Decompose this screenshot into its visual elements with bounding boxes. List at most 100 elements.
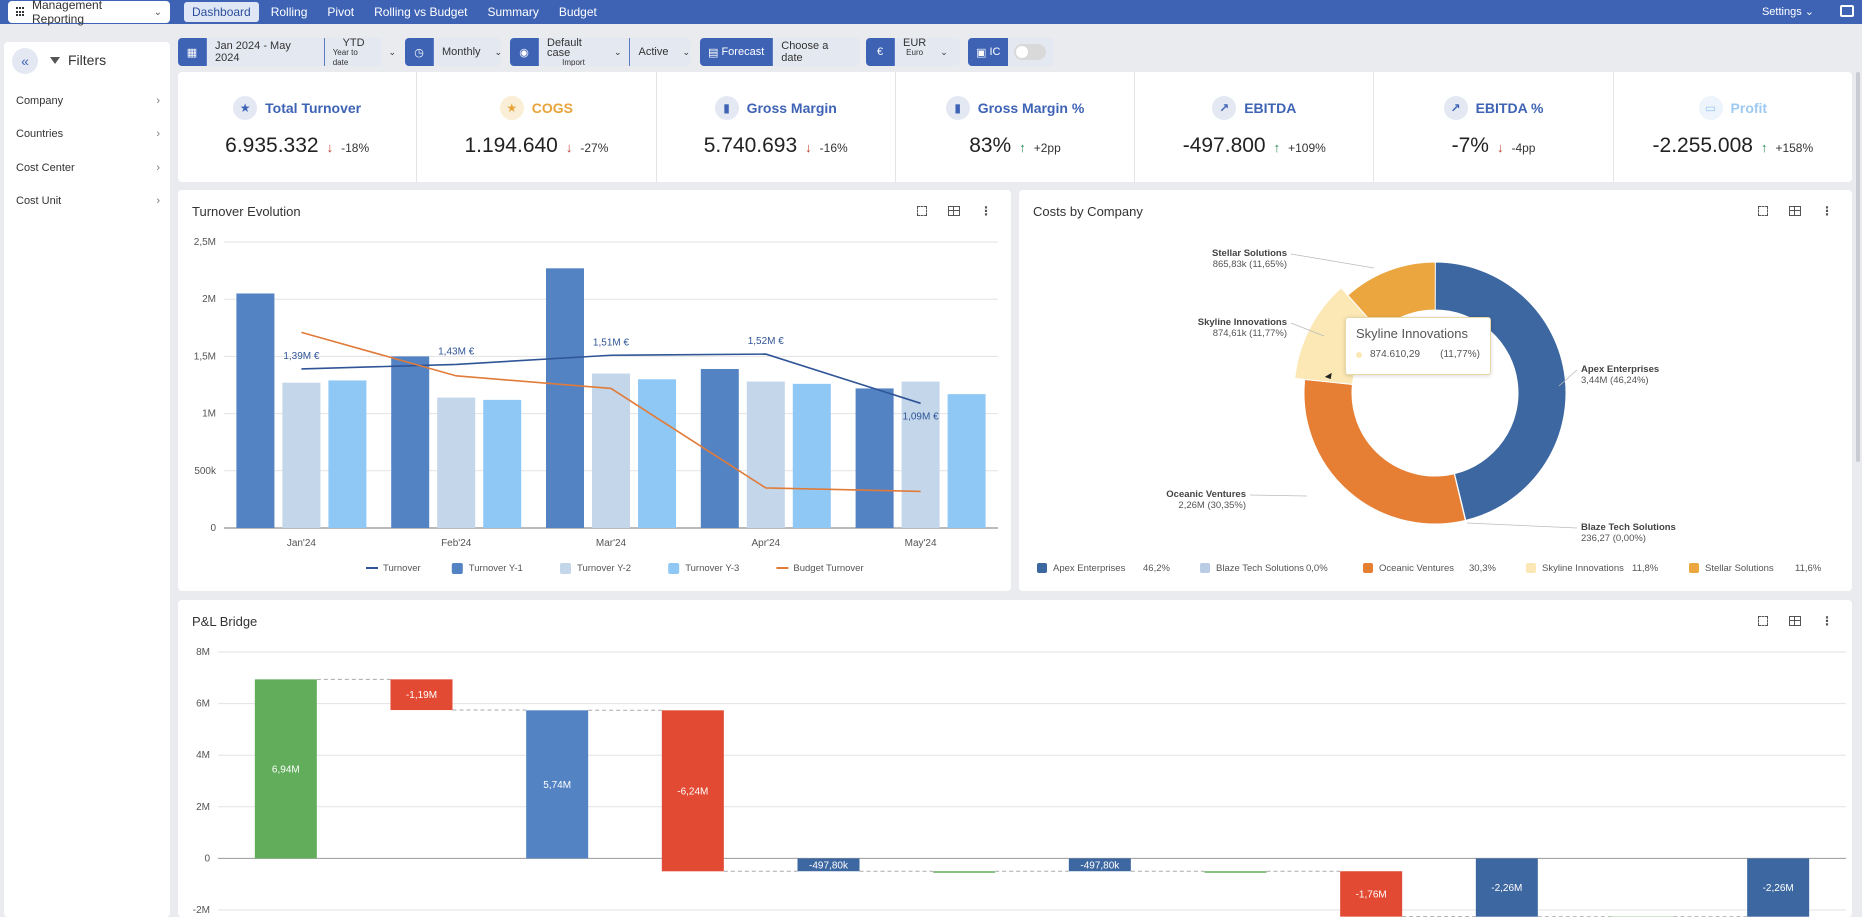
kpi-card[interactable]: ↗ EBITDA % -7% ↓ -4pp — [1374, 72, 1614, 182]
collapse-sidebar-button[interactable]: « — [12, 48, 38, 74]
kpi-header: ▮ Gross Margin % — [945, 96, 1084, 120]
forecast-selector[interactable]: ▤ Forecast Choose a date — [700, 38, 860, 66]
filter-countries[interactable]: Countries › — [16, 128, 160, 140]
print-icon[interactable] — [1840, 5, 1854, 17]
calendar-icon: ▦ — [178, 38, 206, 66]
kpi-row: ★ Total Turnover 6.935.332 ↓ -18% ★ COGS 1.194.… — [178, 72, 1852, 182]
kpi-value-row: 1.194.640 ↓ -27% — [464, 134, 608, 158]
status-value[interactable]: Active — [629, 38, 677, 66]
filter-company[interactable]: Company › — [16, 95, 160, 107]
forecast-date-input[interactable]: Choose a date — [772, 38, 860, 66]
y-tick-label: 6M — [196, 699, 210, 710]
legend-label: Turnover Y-3 — [685, 563, 739, 574]
chevron-down-icon: ⌄ — [494, 46, 501, 57]
period-range[interactable]: Jan 2024 - May 2024 — [206, 38, 324, 66]
scenario-selector[interactable]: ◉ Default case Import ⌄ Active ⌄ — [510, 38, 690, 66]
kpi-value: 1.194.640 — [464, 134, 558, 157]
table-view-icon[interactable] — [1788, 614, 1802, 628]
series-line — [301, 353, 921, 405]
granularity-selector[interactable]: ◷ Monthly ⌄ — [405, 38, 501, 66]
tab-rolling[interactable]: Rolling — [270, 5, 308, 19]
more-options-icon[interactable]: ⋮ — [1821, 614, 1833, 628]
tab-rolling-vs-budget[interactable]: Rolling vs Budget — [374, 5, 468, 19]
leader-line — [1290, 253, 1375, 269]
slice-value-label: 236,27 (0,00%) — [1581, 533, 1646, 544]
legend-label: Oceanic Ventures — [1379, 563, 1454, 574]
scenario-value[interactable]: Default case Import — [538, 38, 608, 66]
currency-sub: Euro — [906, 48, 924, 57]
more-options-icon[interactable]: ⋮ — [980, 204, 992, 218]
period-selector[interactable]: ▦ Jan 2024 - May 2024 YTD Year to date ⌄ — [178, 38, 396, 66]
arrow-down-icon: ↓ — [805, 140, 812, 155]
kpi-value-row: 5.740.693 ↓ -16% — [704, 134, 848, 158]
kpi-card[interactable]: ★ Total Turnover 6.935.332 ↓ -18% — [178, 72, 418, 182]
ic-text: IC — [989, 46, 1001, 58]
kpi-label: Gross Margin — [746, 100, 837, 116]
kpi-card[interactable]: ▮ Gross Margin % 83% ↑ +2pp — [896, 72, 1136, 182]
chevron-down-icon: ⌄ — [940, 46, 948, 57]
settings-menu[interactable]: Settings ⌄ — [1761, 6, 1814, 18]
scenario-icon: ◉ — [510, 38, 538, 66]
data-label: 1,43M € — [438, 346, 475, 357]
bar-value-label: -1,76M — [1356, 889, 1387, 900]
kpi-card[interactable]: ▭ Profit -2.255.008 ↑ +158% — [1614, 72, 1852, 182]
bar — [546, 268, 584, 528]
panel-title: P&L Bridge — [192, 614, 258, 629]
kpi-card[interactable]: ★ COGS 1.194.640 ↓ -27% — [417, 72, 657, 182]
legend-swatch — [451, 563, 463, 574]
slice-name-label: Stellar Solutions — [1212, 248, 1287, 259]
table-view-icon[interactable] — [1788, 204, 1802, 218]
kpi-value: 5.740.693 — [703, 134, 798, 157]
bar — [947, 394, 986, 528]
tooltip-color-dot — [1356, 351, 1362, 358]
trend-icon: ↗ — [1443, 96, 1468, 120]
table-view-icon[interactable] — [947, 204, 961, 218]
bar — [236, 293, 275, 528]
x-tick-label: Feb'24 — [441, 538, 472, 549]
data-label: 1,51M € — [593, 337, 630, 348]
legend-label: Turnover Y-2 — [577, 563, 631, 574]
filter-cost-unit[interactable]: Cost Unit › — [16, 195, 160, 207]
bar-value-label: -2,26M — [1763, 883, 1794, 894]
legend-label: Apex Enterprises — [1053, 563, 1126, 574]
page-scrollbar[interactable] — [1856, 72, 1860, 462]
ic-toggle[interactable] — [1014, 44, 1047, 60]
fullscreen-icon[interactable] — [1756, 204, 1770, 218]
chevron-down-icon: ⌄ — [613, 46, 622, 57]
tooltip-row: 874.610,29 (11,77%) — [1356, 349, 1480, 360]
bar — [437, 397, 476, 528]
tab-summary[interactable]: Summary — [487, 5, 539, 19]
arrow-up-icon: ↑ — [1760, 140, 1768, 155]
tab-pivot[interactable]: Pivot — [327, 5, 355, 19]
currency-label: EUR — [903, 38, 927, 49]
tab-dashboard[interactable]: Dashboard — [184, 2, 259, 22]
waterfall-bar — [1475, 858, 1538, 917]
clock-icon: ◷ — [405, 38, 433, 66]
fullscreen-icon[interactable] — [1756, 614, 1770, 628]
kpi-value: -2.255.008 — [1652, 134, 1753, 157]
turnover-chart: 0 500k 1M 1,5M 2M 2,5M Jan'24 Feb'24 Mar'24 Apr'2… — [194, 237, 998, 574]
slice-value-label: 2,26M (30,35%) — [1178, 500, 1246, 511]
kpi-value: -497.800 — [1182, 134, 1266, 157]
bar — [700, 368, 739, 528]
period-mode[interactable]: YTD Year to date — [323, 38, 383, 66]
app-selector[interactable]: Management Reporting ⌄ — [8, 0, 170, 26]
kpi-delta: -16% — [819, 141, 848, 155]
panel-tools: ⋮ — [1756, 204, 1834, 218]
fullscreen-icon[interactable] — [915, 204, 929, 218]
star-icon: ★ — [499, 96, 524, 120]
filter-cost-center[interactable]: Cost Center › — [16, 162, 160, 174]
kpi-card[interactable]: ↗ EBITDA -497.800 ↑ +109% — [1135, 72, 1375, 182]
more-options-icon[interactable]: ⋮ — [1821, 204, 1833, 218]
leader-line — [1466, 522, 1578, 529]
forecast-label[interactable]: ▤ Forecast — [700, 38, 773, 66]
x-tick-label: Apr'24 — [752, 538, 781, 549]
kpi-header: ★ COGS — [499, 96, 573, 120]
legend-label: Budget Turnover — [793, 563, 863, 574]
waterfall-bar — [797, 858, 860, 872]
kpi-label: EBITDA % — [1475, 100, 1544, 116]
currency-selector[interactable]: € EUR Euro ⌄ — [866, 38, 960, 66]
kpi-card[interactable]: ▮ Gross Margin 5.740.693 ↓ -16% — [657, 72, 896, 182]
tab-budget[interactable]: Budget — [558, 5, 597, 19]
leader-line — [1249, 494, 1308, 497]
